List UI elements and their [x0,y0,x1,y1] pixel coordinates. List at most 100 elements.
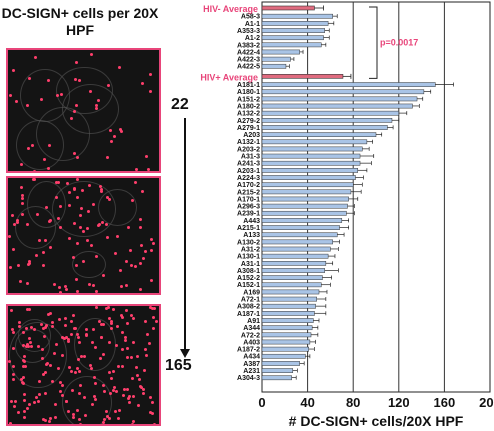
stained-cell [77,78,81,82]
stained-cell [80,354,84,358]
stained-cell [48,364,52,368]
sample-bar [261,303,316,309]
stained-cell [41,418,45,422]
stained-cell [107,306,111,310]
stained-cell [35,254,39,258]
stained-cell [93,382,97,386]
stained-cell [56,181,60,185]
stained-cell [41,356,45,360]
stained-cell [14,399,18,403]
stained-cell [23,355,27,359]
stained-cell [78,226,82,230]
sample-label: A279-1 [237,125,260,132]
stained-cell [75,290,79,293]
stained-cell [59,389,63,393]
stained-cell [43,391,47,395]
stained-cell [104,306,108,310]
stained-cell [95,306,99,310]
stained-cell [51,324,55,328]
sample-bar [261,168,359,173]
sample-bar [261,218,343,223]
stained-cell [44,323,48,327]
stained-cell [78,422,82,424]
average-bar [261,5,315,11]
stained-cell [40,323,44,327]
average-bar [261,74,344,79]
stained-cell [126,396,130,400]
stained-cell [57,216,61,220]
sample-label: A215-2 [237,189,260,196]
stained-cell [120,330,124,334]
sample-label: A72-1 [241,297,260,304]
stained-cell [115,389,119,393]
stained-cell [108,128,112,132]
stained-cell [60,394,64,398]
stained-cell [87,210,91,214]
stained-cell [86,226,90,230]
sample-bar [261,296,317,302]
sample-bar [261,132,377,138]
stained-cell [101,220,105,224]
stained-cell [76,196,80,200]
stained-cell [58,318,62,322]
stained-cell [77,340,81,344]
sample-bar [261,361,300,366]
sample-label: A443 [243,218,260,225]
stained-cell [110,319,114,323]
stained-cell [130,264,134,268]
stained-cell [115,344,119,348]
x-tick-label: 200 [479,395,494,410]
stained-cell [128,249,132,253]
stained-cell [102,390,106,394]
stained-cell [43,238,47,242]
stained-cell [12,378,16,382]
stained-cell [34,56,38,60]
stained-cell [103,417,107,421]
sample-label: A203-2 [237,146,260,153]
stained-cell [141,190,145,194]
stained-cell [133,265,137,269]
stained-cell [108,416,112,420]
stained-cell [54,180,58,184]
sample-bar [261,89,425,95]
stained-cell [97,99,101,102]
stained-cell [66,339,70,343]
stained-cell [77,292,81,293]
stained-cell [146,168,150,171]
stained-cell [150,306,154,310]
stained-cell [59,381,63,385]
stained-cell [9,265,13,269]
sample-bar [261,182,354,188]
stained-cell [93,395,97,399]
stained-cell [39,98,43,101]
x-tick-label: 160 [434,395,456,410]
stained-cell [76,367,80,371]
stained-cell [152,327,156,331]
stained-cell [77,369,81,373]
sample-label: A133 [243,232,260,239]
stained-cell [125,388,129,392]
sample-bar [261,282,322,288]
stained-cell [96,223,100,227]
stained-cell [148,395,152,399]
stained-cell [52,351,56,355]
stained-cell [57,285,61,289]
stained-cell [99,185,103,189]
stained-cell [48,416,52,420]
tissue-texture [17,319,52,352]
sample-label: A180-1 [237,89,260,96]
sample-label: A403 [243,339,260,346]
sample-bar [261,189,352,195]
stained-cell [139,217,143,221]
stained-cell [42,250,46,254]
stained-cell [55,93,59,97]
stained-cell [11,68,15,72]
stained-cell [127,401,131,405]
stained-cell [113,409,117,413]
x-tick-label: 0 [258,395,265,410]
sample-bar [261,289,320,295]
stained-cell [79,213,83,217]
sample-label: A130-1 [237,254,260,261]
stained-cell [131,394,135,398]
stained-cell [121,364,125,368]
